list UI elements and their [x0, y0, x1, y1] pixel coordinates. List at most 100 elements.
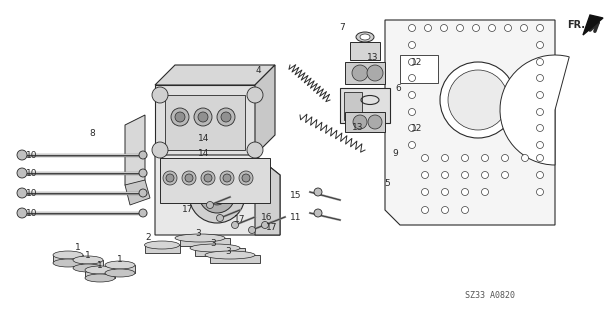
Circle shape	[422, 188, 428, 196]
Circle shape	[232, 221, 238, 228]
Circle shape	[163, 171, 177, 185]
Circle shape	[462, 172, 468, 179]
Circle shape	[17, 188, 27, 198]
Text: 3: 3	[210, 238, 216, 247]
Text: FR.: FR.	[567, 20, 585, 30]
Circle shape	[448, 70, 508, 130]
Circle shape	[199, 177, 235, 213]
Circle shape	[440, 62, 516, 138]
Circle shape	[367, 65, 383, 81]
Circle shape	[481, 188, 489, 196]
Text: 14: 14	[199, 133, 210, 142]
Polygon shape	[255, 65, 275, 155]
Bar	[340, 88, 390, 123]
Bar	[180, 238, 230, 246]
Circle shape	[239, 171, 253, 185]
Ellipse shape	[105, 269, 135, 277]
Circle shape	[223, 174, 231, 182]
Circle shape	[422, 155, 428, 162]
Text: 13: 13	[352, 123, 364, 132]
Circle shape	[489, 25, 495, 31]
Circle shape	[501, 172, 509, 179]
Circle shape	[441, 206, 449, 213]
Circle shape	[198, 112, 208, 122]
Text: SZ33 A0820: SZ33 A0820	[465, 291, 515, 300]
Bar	[345, 62, 385, 84]
Circle shape	[441, 172, 449, 179]
Circle shape	[408, 25, 416, 31]
Ellipse shape	[356, 32, 374, 42]
Circle shape	[17, 168, 27, 178]
Circle shape	[536, 155, 544, 162]
Text: 15: 15	[290, 191, 302, 201]
Text: 1: 1	[75, 244, 81, 252]
Circle shape	[501, 155, 509, 162]
Ellipse shape	[85, 266, 115, 274]
Circle shape	[441, 155, 449, 162]
Bar	[350, 42, 380, 60]
Polygon shape	[255, 155, 280, 235]
Bar	[345, 112, 385, 132]
Ellipse shape	[53, 259, 83, 267]
Polygon shape	[385, 20, 555, 225]
Circle shape	[408, 108, 416, 116]
Circle shape	[314, 188, 322, 196]
Circle shape	[422, 206, 428, 213]
Circle shape	[262, 221, 268, 228]
Text: 1: 1	[97, 260, 103, 269]
Bar	[145, 245, 180, 253]
Circle shape	[314, 209, 322, 217]
Circle shape	[424, 25, 432, 31]
Ellipse shape	[73, 264, 103, 272]
Circle shape	[182, 171, 196, 185]
Bar	[105, 265, 135, 273]
Ellipse shape	[105, 261, 135, 269]
Bar	[160, 158, 270, 203]
Circle shape	[152, 142, 168, 158]
Ellipse shape	[175, 234, 225, 242]
Circle shape	[408, 75, 416, 82]
Circle shape	[353, 115, 367, 129]
Circle shape	[166, 174, 174, 182]
Circle shape	[462, 206, 468, 213]
Circle shape	[408, 92, 416, 99]
Circle shape	[481, 172, 489, 179]
Text: 4: 4	[255, 66, 261, 75]
Ellipse shape	[360, 34, 370, 40]
Circle shape	[217, 108, 235, 126]
Bar	[73, 260, 103, 268]
Circle shape	[457, 25, 463, 31]
Ellipse shape	[53, 251, 83, 259]
Text: 3: 3	[195, 228, 201, 237]
Bar	[195, 248, 245, 256]
Polygon shape	[155, 155, 280, 235]
Circle shape	[204, 174, 212, 182]
Polygon shape	[155, 65, 275, 85]
Text: 17: 17	[182, 205, 194, 214]
Text: 17: 17	[234, 215, 246, 225]
Circle shape	[17, 150, 27, 160]
Text: 16: 16	[261, 213, 273, 222]
Circle shape	[171, 108, 189, 126]
Text: 10: 10	[26, 209, 38, 218]
Circle shape	[408, 124, 416, 132]
Circle shape	[368, 115, 382, 129]
Circle shape	[216, 214, 224, 221]
Bar	[344, 92, 362, 120]
Text: 10: 10	[26, 150, 38, 159]
Bar	[53, 255, 83, 263]
Circle shape	[139, 189, 147, 197]
Circle shape	[185, 174, 193, 182]
Text: 11: 11	[290, 213, 302, 222]
Ellipse shape	[205, 251, 255, 259]
Text: 5: 5	[384, 179, 390, 188]
Circle shape	[473, 25, 479, 31]
Circle shape	[536, 108, 544, 116]
Circle shape	[247, 142, 263, 158]
Circle shape	[207, 202, 213, 209]
Circle shape	[536, 188, 544, 196]
Circle shape	[536, 42, 544, 49]
Text: 3: 3	[225, 247, 231, 257]
Circle shape	[221, 112, 231, 122]
Circle shape	[536, 75, 544, 82]
